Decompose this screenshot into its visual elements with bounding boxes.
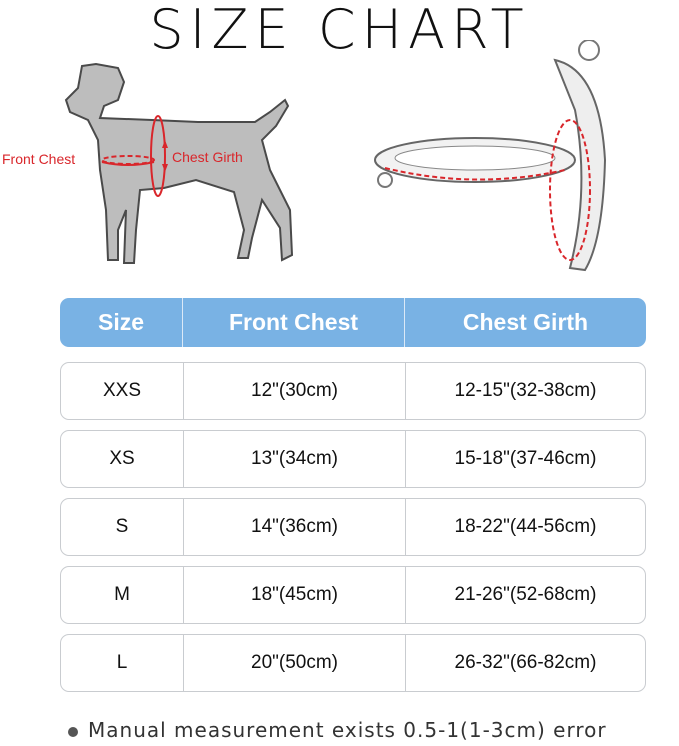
measurement-note: Manual measurement exists 0.5-1(1-3cm) e… bbox=[68, 718, 607, 742]
size-cell: L bbox=[116, 652, 128, 673]
chest-girth-cell: 21-26"(52-68cm) bbox=[405, 567, 645, 623]
table-row: S 14"(36cm) 18-22"(44-56cm) bbox=[60, 498, 646, 556]
harness-illustration bbox=[374, 40, 607, 272]
header-front-chest: Front Chest bbox=[182, 298, 404, 347]
size-cell: M bbox=[114, 584, 130, 605]
size-cell: XXS bbox=[102, 380, 142, 401]
front-chest-cell: 12"(30cm) bbox=[183, 363, 405, 419]
front-chest-label: Front Chest bbox=[2, 151, 76, 167]
chest-girth-cell: 18-22"(44-56cm) bbox=[405, 499, 645, 555]
bullet-icon bbox=[68, 726, 78, 737]
size-table-header: Size Front Chest Chest Girth bbox=[60, 298, 646, 347]
size-cell: XS bbox=[109, 448, 135, 469]
table-row: XXS 12"(30cm) 12-15"(32-38cm) bbox=[60, 362, 646, 420]
chest-girth-cell: 12-15"(32-38cm) bbox=[405, 363, 645, 419]
chest-girth-cell: 26-32"(66-82cm) bbox=[405, 635, 645, 691]
front-chest-cell: 20"(50cm) bbox=[183, 635, 405, 691]
chest-girth-cell: 15-18"(37-46cm) bbox=[405, 431, 645, 487]
dog-measurement-illustration bbox=[64, 62, 294, 264]
table-row: XS 13"(34cm) 15-18"(37-46cm) bbox=[60, 430, 646, 488]
chest-girth-label: Chest Girth bbox=[172, 149, 243, 165]
header-size: Size bbox=[97, 309, 145, 335]
page-title: SIZE CHART bbox=[149, 0, 530, 61]
front-chest-cell: 18"(45cm) bbox=[183, 567, 405, 623]
table-row: M 18"(45cm) 21-26"(52-68cm) bbox=[60, 566, 646, 624]
size-cell: S bbox=[115, 516, 129, 537]
header-chest-girth: Chest Girth bbox=[404, 298, 646, 347]
front-chest-cell: 14"(36cm) bbox=[183, 499, 405, 555]
note-text: Manual measurement exists 0.5-1(1-3cm) e… bbox=[88, 718, 607, 742]
front-chest-cell: 13"(34cm) bbox=[183, 431, 405, 487]
table-row: L 20"(50cm) 26-32"(66-82cm) bbox=[60, 634, 646, 692]
